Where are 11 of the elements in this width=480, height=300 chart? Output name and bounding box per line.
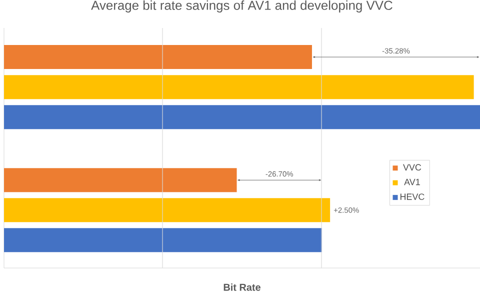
chart-title: Average bit rate savings of AV1 and developing VVC [91, 0, 392, 12]
bar [4, 105, 480, 130]
legend-label: HEVC [400, 194, 424, 200]
bar [4, 45, 312, 70]
bar [4, 168, 237, 192]
bar [4, 198, 330, 222]
legend-label: AV1 [404, 178, 420, 186]
bar [4, 228, 322, 252]
x-axis-title: Bit Rate [224, 284, 260, 291]
bar [4, 75, 474, 100]
legend-label: VVC [403, 164, 422, 171]
